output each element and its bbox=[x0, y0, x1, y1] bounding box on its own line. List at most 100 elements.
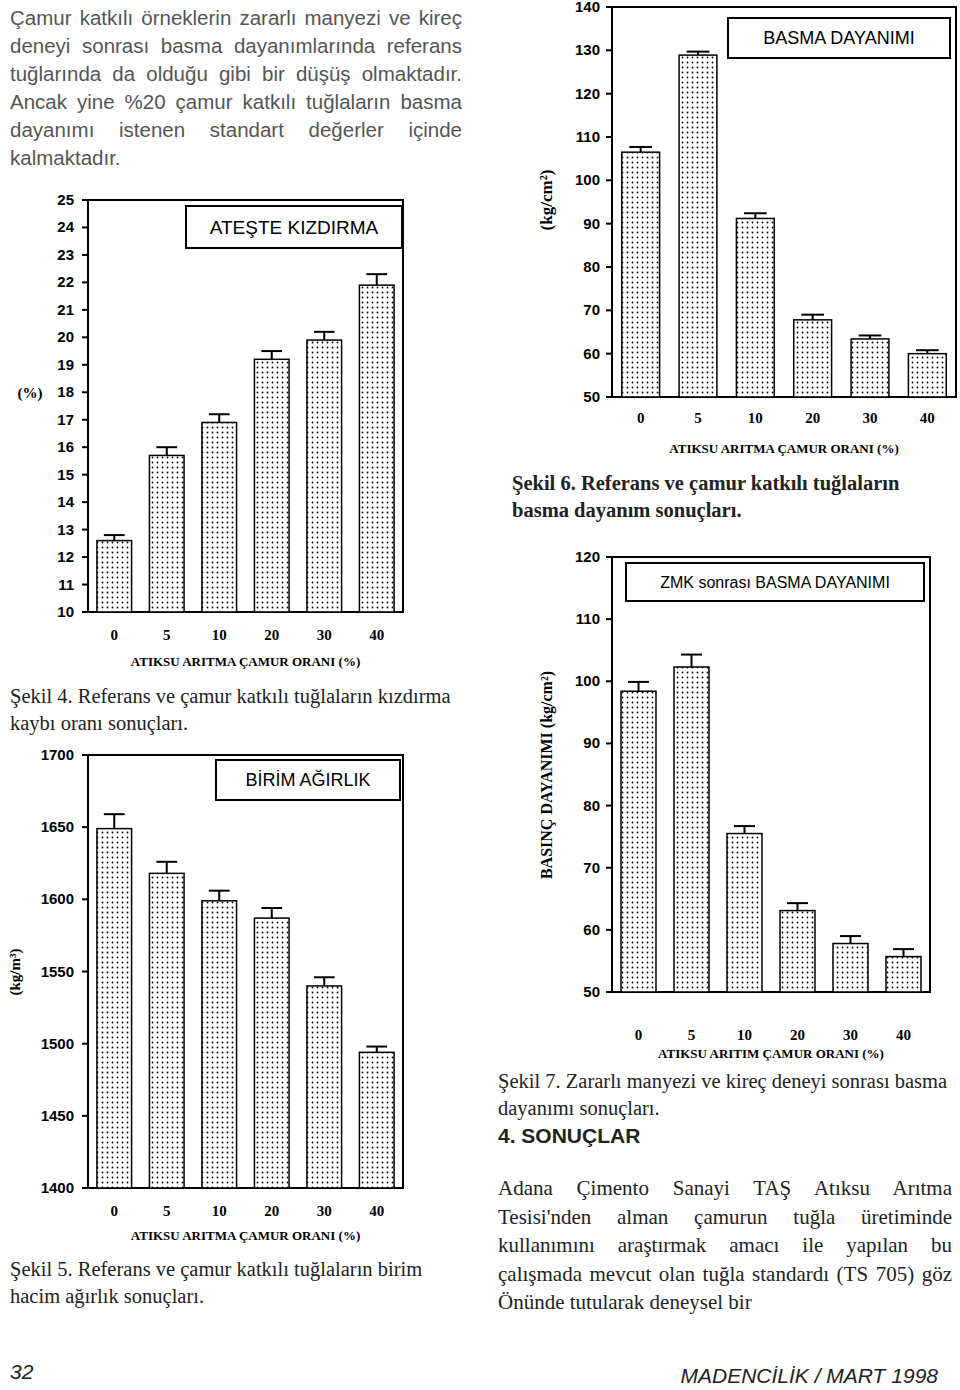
section-heading: 4. SONUÇLAR bbox=[498, 1124, 640, 1148]
x-tick-label: 40 bbox=[896, 1027, 911, 1043]
title-box bbox=[626, 563, 924, 601]
x-axis-label: ATIKSU ARITMA ÇAMUR ORANI (%) bbox=[669, 441, 898, 456]
y-tick bbox=[606, 805, 612, 807]
y-tick-label: 15 bbox=[57, 466, 74, 483]
y-tick-label: 11 bbox=[58, 576, 74, 593]
error-bar bbox=[156, 862, 177, 874]
x-tick-label: 40 bbox=[920, 410, 935, 426]
x-tick-label: 5 bbox=[688, 1027, 696, 1043]
x-tick-label: 20 bbox=[790, 1027, 805, 1043]
y-tick bbox=[82, 898, 88, 900]
y-tick-label: 13 bbox=[57, 521, 74, 538]
y-tick bbox=[606, 680, 612, 682]
y-tick-label: 50 bbox=[583, 388, 600, 405]
y-tick-label: 18 bbox=[57, 383, 74, 400]
y-axis-label: BASINÇ DAYANIMI (kg/cm²) bbox=[538, 671, 556, 879]
chart-title: BİRİM AĞIRLIK bbox=[245, 769, 370, 790]
y-tick-label: 1650 bbox=[41, 818, 74, 835]
bar bbox=[254, 359, 289, 612]
y-tick-label: 1700 bbox=[41, 746, 74, 763]
x-tick-label: 10 bbox=[212, 1203, 227, 1219]
y-tick-label: 12 bbox=[57, 548, 74, 565]
error-bar bbox=[628, 682, 649, 691]
y-tick-label: 70 bbox=[583, 859, 600, 876]
error-bar bbox=[787, 903, 808, 910]
y-tick bbox=[606, 223, 612, 225]
error-bar bbox=[156, 447, 177, 455]
y-tick bbox=[606, 353, 612, 355]
x-tick-label: 30 bbox=[317, 627, 332, 643]
bar bbox=[202, 422, 237, 612]
error-bar bbox=[681, 655, 702, 667]
x-tick-label: 0 bbox=[635, 1027, 643, 1043]
x-axis-label: ATIKSU ARITMA ÇAMUR ORANI (%) bbox=[131, 654, 360, 669]
y-tick-label: 60 bbox=[583, 345, 600, 362]
x-tick-label: 10 bbox=[737, 1027, 752, 1043]
y-tick bbox=[82, 199, 88, 201]
x-tick-label: 30 bbox=[843, 1027, 858, 1043]
y-tick bbox=[82, 254, 88, 256]
plot-frame bbox=[612, 7, 956, 397]
y-tick-label: 50 bbox=[583, 983, 600, 1000]
plot-frame bbox=[88, 200, 403, 612]
paragraph: Çamur katkılı örneklerin zararlı manyezi… bbox=[10, 4, 462, 172]
y-tick-label: 23 bbox=[57, 246, 74, 263]
y-tick-label: 1450 bbox=[41, 1107, 74, 1124]
y-tick bbox=[606, 556, 612, 558]
y-tick-label: 22 bbox=[57, 273, 74, 290]
bars bbox=[97, 814, 394, 1188]
bar bbox=[254, 918, 289, 1188]
bar bbox=[149, 455, 184, 612]
bar bbox=[359, 285, 394, 612]
y-tick-label: 90 bbox=[583, 215, 600, 232]
y-tick-label: 10 bbox=[57, 603, 74, 620]
y-tick bbox=[82, 754, 88, 756]
title-box bbox=[216, 760, 400, 800]
bar bbox=[794, 320, 832, 397]
y-tick-label: 60 bbox=[583, 921, 600, 938]
bar bbox=[679, 55, 717, 397]
y-tick bbox=[82, 309, 88, 311]
y-tick bbox=[606, 618, 612, 620]
y-tick bbox=[82, 1115, 88, 1117]
footer: MADENCİLİK / MART 1998 bbox=[680, 1364, 938, 1388]
error-bar bbox=[104, 814, 125, 828]
bar bbox=[908, 354, 946, 397]
y-tick-label: 140 bbox=[575, 0, 600, 15]
y-tick-label: 110 bbox=[576, 128, 600, 145]
bar bbox=[833, 944, 868, 992]
bar bbox=[359, 1052, 394, 1188]
y-tick-label: 90 bbox=[583, 734, 600, 751]
title-box bbox=[186, 206, 402, 248]
y-tick-label: 80 bbox=[583, 797, 600, 814]
y-tick-label: 19 bbox=[57, 356, 74, 373]
bar bbox=[621, 691, 656, 992]
y-tick bbox=[82, 446, 88, 448]
bar bbox=[727, 834, 762, 992]
y-tick-label: 1400 bbox=[41, 1179, 74, 1196]
error-bar bbox=[366, 274, 387, 285]
y-tick bbox=[606, 867, 612, 869]
y-tick-label: 130 bbox=[575, 41, 600, 58]
x-tick-label: 20 bbox=[264, 627, 279, 643]
y-tick bbox=[82, 474, 88, 476]
y-tick bbox=[82, 336, 88, 338]
x-tick-label: 5 bbox=[163, 627, 171, 643]
y-tick bbox=[82, 611, 88, 613]
y-tick-label: 100 bbox=[575, 672, 600, 689]
x-tick-label: 0 bbox=[637, 410, 645, 426]
y-tick bbox=[82, 971, 88, 973]
bar bbox=[736, 218, 774, 397]
y-tick-label: 80 bbox=[583, 258, 600, 275]
y-tick-label: 17 bbox=[57, 411, 74, 428]
y-tick bbox=[606, 6, 612, 8]
y-tick bbox=[606, 309, 612, 311]
x-tick-label: 20 bbox=[264, 1203, 279, 1219]
error-bar bbox=[261, 351, 282, 359]
error-bar bbox=[314, 332, 335, 340]
error-bar bbox=[366, 1047, 387, 1053]
figure-caption: Şekil 7. Zararlı manyezi ve kireç deneyi… bbox=[498, 1068, 954, 1122]
chart-title: ZMK sonrası BASMA DAYANIMI bbox=[660, 574, 890, 591]
error-bar bbox=[687, 52, 710, 55]
y-tick-label: 21 bbox=[57, 301, 74, 318]
